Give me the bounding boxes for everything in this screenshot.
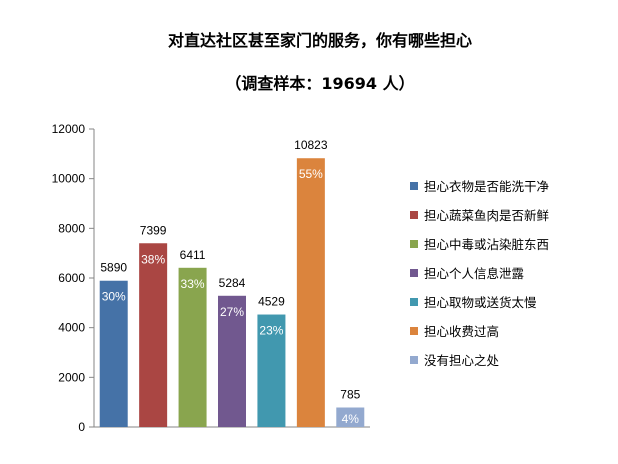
legend-swatch (410, 356, 418, 364)
legend-label: 担心个人信息泄露 (424, 266, 525, 281)
legend-label: 担心蔬菜鱼肉是否新鲜 (424, 208, 549, 223)
bar (336, 407, 365, 427)
bar-value-label: 5284 (219, 276, 246, 290)
y-tick-label: 2000 (58, 370, 85, 384)
bar (99, 280, 128, 427)
legend-label: 担心收费过高 (424, 324, 499, 339)
bar-value-label: 785 (340, 388, 360, 402)
bar-value-label: 5890 (100, 261, 127, 275)
bar (139, 243, 168, 427)
legend-label: 担心衣物是否能洗干净 (424, 179, 549, 194)
legend-swatch (410, 240, 418, 248)
y-axis: 0 2000 4000 6000 8000 10000 12000 (52, 122, 370, 434)
bar-percent-label: 4% (342, 412, 360, 426)
bar-value-label: 10823 (294, 138, 328, 152)
plot-area: 5890 30% 7399 38% 6411 33% 5284 27% 4529 23% 10823… (99, 138, 365, 428)
y-tick-label: 12000 (52, 122, 86, 136)
legend-swatch (410, 269, 418, 277)
bar-percent-label: 27% (220, 305, 244, 319)
bar-percent-label: 30% (102, 290, 126, 304)
y-tick-label: 10000 (52, 172, 86, 186)
legend-swatch (410, 327, 418, 335)
bar-value-label: 7399 (140, 223, 167, 237)
y-tick-label: 4000 (58, 321, 85, 335)
bar (218, 295, 246, 427)
bar (178, 267, 207, 427)
legend-label: 担心中毒或沾染脏东西 (424, 237, 549, 252)
legend: 担心衣物是否能洗干净担心蔬菜鱼肉是否新鲜担心中毒或沾染脏东西担心个人信息泄露担心… (410, 179, 549, 368)
chart-title: 对直达社区甚至家门的服务，你有哪些担心 (168, 31, 472, 50)
y-tick-label: 8000 (58, 221, 85, 235)
bar-percent-label: 38% (141, 252, 165, 266)
y-tick-label: 0 (78, 420, 85, 434)
y-tick-label: 6000 (58, 271, 85, 285)
bar-percent-label: 33% (181, 277, 205, 291)
bar-percent-label: 55% (299, 167, 323, 181)
bar (296, 158, 325, 428)
legend-swatch (410, 298, 418, 306)
legend-swatch (410, 211, 418, 219)
bar-percent-label: 23% (259, 324, 283, 338)
chart-subtitle: （调查样本：19694 人） (225, 74, 414, 93)
legend-label: 没有担心之处 (424, 353, 500, 368)
legend-label: 担心取物或送货太慢 (424, 295, 537, 310)
legend-swatch (410, 182, 418, 190)
bar (257, 314, 286, 427)
bar-value-label: 4529 (258, 295, 285, 309)
bar-value-label: 6411 (180, 248, 206, 262)
